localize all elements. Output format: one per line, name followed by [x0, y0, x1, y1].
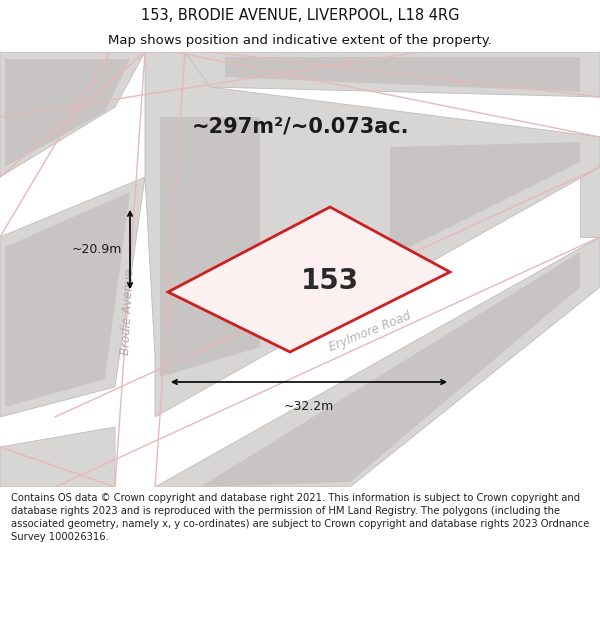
Polygon shape — [0, 427, 115, 487]
Text: Brodie Avenue: Brodie Avenue — [119, 269, 137, 356]
Polygon shape — [160, 117, 260, 377]
Text: ~297m²/~0.073ac.: ~297m²/~0.073ac. — [191, 117, 409, 137]
Polygon shape — [175, 52, 600, 137]
Polygon shape — [145, 52, 600, 417]
Text: ~32.2m: ~32.2m — [284, 400, 334, 413]
Text: Erylmore Road: Erylmore Road — [327, 309, 413, 354]
Polygon shape — [5, 192, 130, 407]
Polygon shape — [0, 52, 145, 177]
Polygon shape — [200, 252, 580, 487]
Polygon shape — [168, 207, 450, 352]
Polygon shape — [55, 167, 600, 487]
Text: 153: 153 — [301, 267, 359, 295]
Polygon shape — [0, 177, 145, 417]
Text: 153, BRODIE AVENUE, LIVERPOOL, L18 4RG: 153, BRODIE AVENUE, LIVERPOOL, L18 4RG — [141, 8, 459, 23]
Text: ~20.9m: ~20.9m — [71, 243, 122, 256]
Text: Map shows position and indicative extent of the property.: Map shows position and indicative extent… — [108, 34, 492, 47]
Polygon shape — [175, 52, 600, 97]
Polygon shape — [390, 142, 580, 257]
Polygon shape — [115, 52, 185, 487]
Polygon shape — [5, 59, 130, 167]
Polygon shape — [155, 237, 600, 487]
Text: Contains OS data © Crown copyright and database right 2021. This information is : Contains OS data © Crown copyright and d… — [11, 492, 589, 542]
Polygon shape — [225, 57, 580, 92]
Polygon shape — [580, 137, 600, 237]
